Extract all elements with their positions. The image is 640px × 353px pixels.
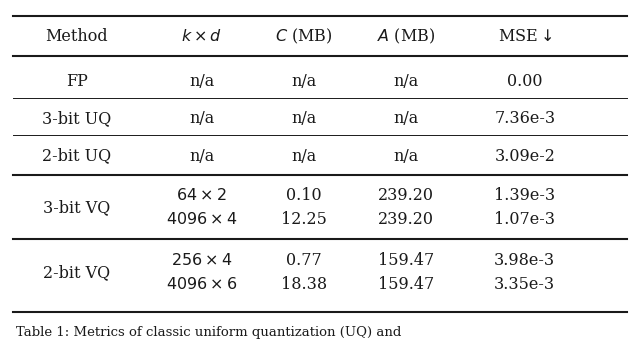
Text: 0.00: 0.00 [507, 73, 543, 90]
Text: n/a: n/a [291, 148, 317, 164]
Text: FP: FP [66, 73, 88, 90]
Text: 2-bit VQ: 2-bit VQ [44, 264, 110, 281]
Text: n/a: n/a [189, 110, 214, 127]
Text: 159.47: 159.47 [378, 252, 435, 269]
Text: 239.20: 239.20 [378, 187, 435, 204]
Text: 12.25: 12.25 [281, 211, 327, 228]
Text: n/a: n/a [394, 110, 419, 127]
Text: n/a: n/a [189, 73, 214, 90]
Text: n/a: n/a [291, 110, 317, 127]
Text: 7.36e-3: 7.36e-3 [494, 110, 556, 127]
Text: 159.47: 159.47 [378, 276, 435, 293]
Text: 2-bit UQ: 2-bit UQ [42, 148, 111, 164]
Text: 1.39e-3: 1.39e-3 [494, 187, 556, 204]
Text: n/a: n/a [394, 73, 419, 90]
Text: $4096 \times 4$: $4096 \times 4$ [166, 211, 237, 228]
Text: 1.07e-3: 1.07e-3 [494, 211, 556, 228]
Text: $64 \times 2$: $64 \times 2$ [177, 187, 227, 204]
Text: 18.38: 18.38 [281, 276, 327, 293]
Text: 3.09e-2: 3.09e-2 [494, 148, 556, 164]
Text: Method: Method [45, 28, 108, 44]
Text: 3.98e-3: 3.98e-3 [494, 252, 556, 269]
Text: n/a: n/a [291, 73, 317, 90]
Text: n/a: n/a [394, 148, 419, 164]
Text: Table 1: Metrics of classic uniform quantization (UQ) and: Table 1: Metrics of classic uniform quan… [16, 326, 401, 339]
Text: $A$ (MB): $A$ (MB) [377, 26, 436, 46]
Text: 3.35e-3: 3.35e-3 [494, 276, 556, 293]
Text: 0.10: 0.10 [286, 187, 322, 204]
Text: $4096 \times 6$: $4096 \times 6$ [166, 276, 237, 293]
Text: MSE$\downarrow$: MSE$\downarrow$ [498, 28, 552, 44]
Text: $k \times d$: $k \times d$ [181, 28, 222, 44]
Text: 239.20: 239.20 [378, 211, 435, 228]
Text: n/a: n/a [189, 148, 214, 164]
Text: 0.77: 0.77 [286, 252, 322, 269]
Text: $C$ (MB): $C$ (MB) [275, 26, 333, 46]
Text: 3-bit VQ: 3-bit VQ [43, 199, 111, 216]
Text: 3-bit UQ: 3-bit UQ [42, 110, 111, 127]
Text: $256 \times 4$: $256 \times 4$ [171, 252, 232, 269]
